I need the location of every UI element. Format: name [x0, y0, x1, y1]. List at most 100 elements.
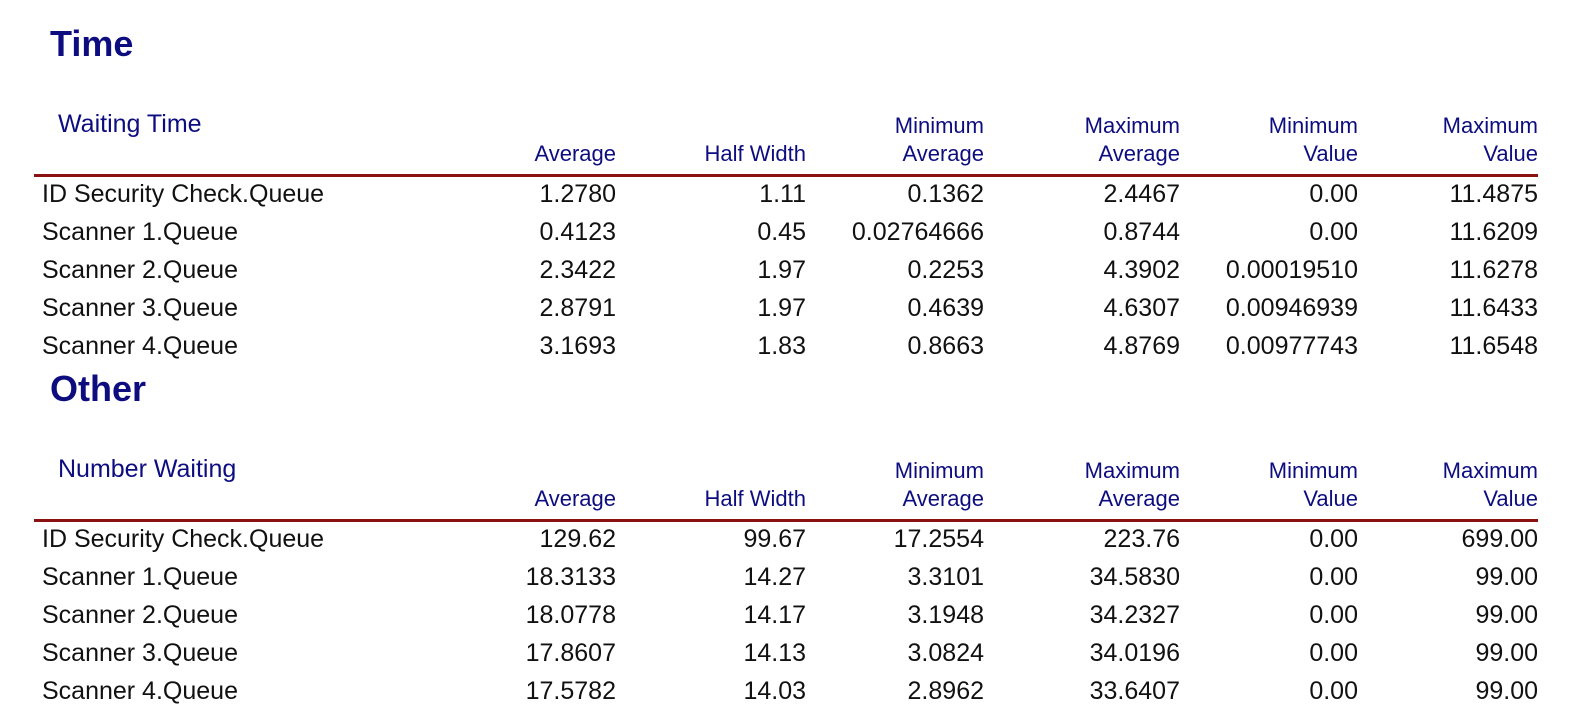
section-title-time: Time: [50, 23, 134, 64]
column-header-maximum-value: Maximum Value: [1442, 458, 1538, 511]
table-label: Waiting Time: [58, 110, 202, 138]
cell-maximum-value: 99.00: [1475, 677, 1538, 705]
cell-average: 2.3422: [539, 256, 616, 284]
table-row: Scanner 1.Queue 18.3133 14.27 3.3101 34.…: [34, 560, 1538, 598]
cell-minimum-average: 3.3101: [907, 563, 984, 591]
table-row: ID Security Check.Queue 129.62 99.67 17.…: [34, 522, 1538, 560]
cell-maximum-average: 4.3902: [1103, 256, 1180, 284]
column-header-minimum-average: Minimum Average: [894, 113, 984, 166]
cell-maximum-average: 34.5830: [1089, 563, 1180, 591]
cell-minimum-average: 0.4639: [907, 294, 984, 322]
cell-minimum-value: 0.00: [1309, 677, 1358, 705]
cell-half-width: 14.03: [743, 677, 806, 705]
table-row: Scanner 2.Queue 2.3422 1.97 0.2253 4.390…: [34, 253, 1538, 291]
row-name: Scanner 4.Queue: [42, 332, 238, 360]
column-header-maximum-average: Maximum Average: [1084, 458, 1180, 511]
cell-maximum-average: 4.8769: [1103, 332, 1180, 360]
cell-minimum-average: 0.2253: [907, 256, 984, 284]
table-row: Scanner 4.Queue 17.5782 14.03 2.8962 33.…: [34, 674, 1538, 712]
cell-minimum-value: 0.00: [1309, 563, 1358, 591]
cell-minimum-value: 0.00: [1309, 601, 1358, 629]
cell-half-width: 14.17: [743, 601, 806, 629]
cell-maximum-value: 99.00: [1475, 639, 1538, 667]
cell-average: 3.1693: [539, 332, 616, 360]
cell-half-width: 1.97: [757, 294, 806, 322]
cell-minimum-value: 0.00: [1309, 218, 1358, 246]
row-name: Scanner 3.Queue: [42, 639, 238, 667]
row-name: Scanner 1.Queue: [42, 218, 238, 246]
cell-average: 129.62: [539, 525, 616, 553]
cell-maximum-value: 11.6209: [1449, 218, 1538, 246]
row-name: Scanner 3.Queue: [42, 294, 238, 322]
table-row: Scanner 3.Queue 17.8607 14.13 3.0824 34.…: [34, 636, 1538, 674]
cell-minimum-average: 0.8663: [907, 332, 984, 360]
cell-half-width: 1.83: [757, 332, 806, 360]
row-name: ID Security Check.Queue: [42, 525, 325, 553]
waiting-time-table: Waiting Time Average Half Width Minimum A…: [34, 108, 1538, 367]
cell-maximum-value: 11.6278: [1449, 256, 1538, 284]
number-waiting-table: Number Waiting Average Half Width Minimu…: [34, 453, 1538, 712]
cell-minimum-value: 0.00: [1309, 180, 1358, 208]
section-title-other: Other: [50, 368, 147, 409]
cell-half-width: 14.27: [743, 563, 806, 591]
cell-minimum-average: 2.8962: [907, 677, 984, 705]
cell-average: 2.8791: [539, 294, 616, 322]
cell-average: 1.2780: [539, 180, 616, 208]
cell-half-width: 1.97: [757, 256, 806, 284]
cell-half-width: 99.67: [743, 525, 806, 553]
cell-minimum-average: 3.1948: [907, 601, 984, 629]
row-name: Scanner 4.Queue: [42, 677, 238, 705]
cell-maximum-average: 34.0196: [1089, 639, 1180, 667]
column-header-minimum-value: Minimum Value: [1268, 113, 1358, 166]
row-name: Scanner 2.Queue: [42, 256, 238, 284]
table-header: Number Waiting Average Half Width Minimu…: [34, 453, 1538, 522]
cell-maximum-value: 699.00: [1461, 525, 1538, 553]
table-row: Scanner 1.Queue 0.4123 0.45 0.02764666 0…: [34, 215, 1538, 253]
cell-average: 18.3133: [525, 563, 616, 591]
cell-minimum-average: 0.02764666: [851, 218, 984, 246]
column-header-minimum-value: Minimum Value: [1268, 458, 1358, 511]
cell-maximum-value: 99.00: [1475, 601, 1538, 629]
row-name: Scanner 2.Queue: [42, 601, 238, 629]
column-header-maximum-value: Maximum Value: [1442, 113, 1538, 166]
column-header-average: Average: [534, 141, 616, 166]
cell-minimum-average: 3.0824: [907, 639, 984, 667]
row-name: ID Security Check.Queue: [42, 180, 325, 208]
table-header: Waiting Time Average Half Width Minimum A…: [34, 108, 1538, 177]
cell-average: 17.8607: [525, 639, 616, 667]
column-header-minimum-average: Minimum Average: [894, 458, 984, 511]
cell-maximum-value: 11.6433: [1449, 294, 1538, 322]
cell-minimum-value: 0.00946939: [1225, 294, 1358, 322]
table-row: Scanner 3.Queue 2.8791 1.97 0.4639 4.630…: [34, 291, 1538, 329]
column-header-average: Average: [534, 486, 616, 511]
cell-maximum-average: 223.76: [1103, 525, 1180, 553]
cell-minimum-value: 0.00: [1309, 639, 1358, 667]
cell-maximum-average: 33.6407: [1089, 677, 1180, 705]
cell-minimum-value: 0.00977743: [1225, 332, 1358, 360]
column-header-half-width: Half Width: [704, 486, 806, 511]
cell-minimum-value: 0.00019510: [1225, 256, 1358, 284]
row-name: Scanner 1.Queue: [42, 563, 238, 591]
cell-maximum-average: 34.2327: [1089, 601, 1180, 629]
column-header-half-width: Half Width: [704, 141, 806, 166]
cell-maximum-average: 4.6307: [1103, 294, 1180, 322]
cell-minimum-value: 0.00: [1309, 525, 1358, 553]
table-row: Scanner 4.Queue 3.1693 1.83 0.8663 4.876…: [34, 329, 1538, 367]
cell-minimum-average: 0.1362: [907, 180, 984, 208]
cell-maximum-average: 2.4467: [1103, 180, 1180, 208]
cell-half-width: 14.13: [743, 639, 806, 667]
cell-average: 18.0778: [525, 601, 616, 629]
cell-half-width: 0.45: [757, 218, 806, 246]
cell-average: 17.5782: [525, 677, 616, 705]
cell-half-width: 1.11: [759, 180, 806, 208]
cell-maximum-value: 11.6548: [1449, 332, 1538, 360]
cell-maximum-value: 11.4875: [1449, 180, 1538, 208]
cell-minimum-average: 17.2554: [893, 525, 984, 553]
table-label: Number Waiting: [58, 455, 237, 483]
cell-maximum-value: 99.00: [1475, 563, 1538, 591]
table-row: Scanner 2.Queue 18.0778 14.17 3.1948 34.…: [34, 598, 1538, 636]
cell-average: 0.4123: [539, 218, 616, 246]
table-row: ID Security Check.Queue 1.2780 1.11 0.13…: [34, 177, 1538, 215]
column-header-maximum-average: Maximum Average: [1084, 113, 1180, 166]
cell-maximum-average: 0.8744: [1103, 218, 1180, 246]
